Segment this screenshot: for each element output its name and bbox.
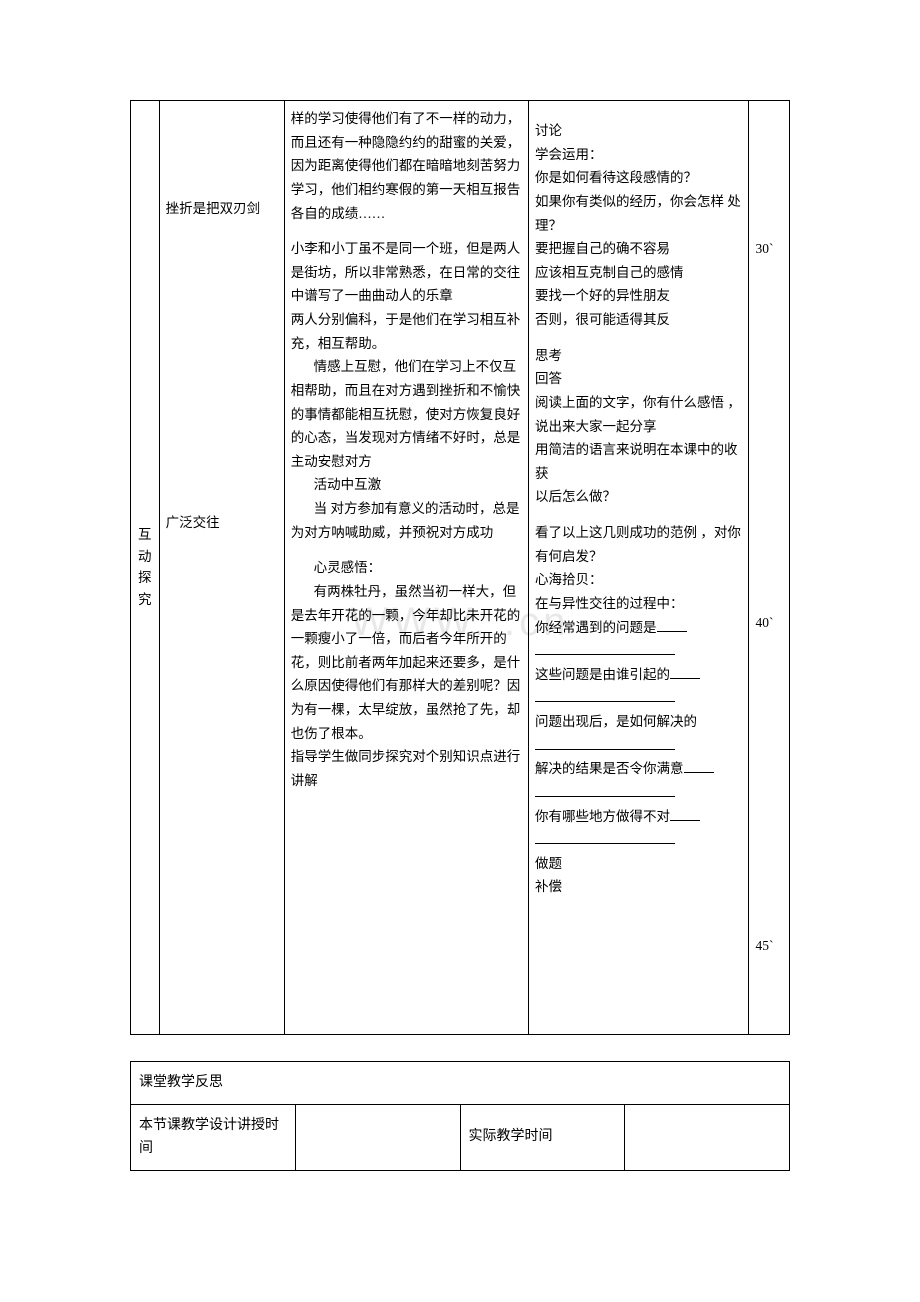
paragraph: 活动中互激: [291, 473, 522, 497]
blank-underline: [684, 772, 714, 773]
fill-label: 这些问题是由谁引起的: [535, 667, 670, 682]
blank-underline: [670, 820, 700, 821]
blank-underline: [657, 631, 687, 632]
side-item: 广泛交往: [166, 511, 278, 535]
line: 看了以上这几则成功的范例 ，对你有何启发？: [535, 521, 742, 568]
footer-reflection-table: 课堂教学反思 本节课教学设计讲授时间 实际教学时间: [130, 1061, 790, 1171]
paragraph: 有两株牡丹，虽然当初一样大，但是去年开花的一颗，今年却比未开花的一颗瘦小了一倍，…: [291, 580, 522, 745]
line: 做题: [535, 852, 742, 876]
time-column: 30` 40` 45`: [749, 101, 790, 1035]
fill-label: 你经常遇到的问题是: [535, 620, 657, 635]
line: 应该相互克制自己的感情: [535, 261, 742, 285]
time-marker: 30`: [755, 237, 783, 261]
blank-underline: [535, 749, 675, 750]
line: 要把握自己的确不容易: [535, 237, 742, 261]
paragraph: 两人分别偏科，于是他们在学习相互补充，相互帮助。: [291, 308, 522, 355]
fill-line: 问题出现后，是如何解决的: [535, 710, 742, 734]
table-row: 课堂教学反思: [131, 1061, 790, 1104]
paragraph-title: 心灵感悟：: [291, 556, 522, 580]
paragraph: 情感上互慰，他们在学习上不仅互相帮助，而且在对方遇到挫折和不愉快的事情都能相互抚…: [291, 355, 522, 473]
line: 讨论: [535, 119, 742, 143]
blank-underline: [535, 843, 675, 844]
line: 否则，很可能适得其反: [535, 308, 742, 332]
side-item: 挫折是把双刃剑: [166, 197, 278, 221]
fill-line: 解决的结果是否令你满意: [535, 757, 742, 781]
right-column: 讨论 学会运用： 你是如何看待这段感情的？ 如果你有类似的经历，你会怎样 处理？…: [529, 101, 749, 1035]
line: 你是如何看待这段感情的？: [535, 166, 742, 190]
line: 阅读上面的文字，你有什么感悟 ，说出来大家一起分享: [535, 391, 742, 438]
vertical-section-label: 互动探究: [131, 101, 160, 1035]
time-marker: 45`: [755, 934, 783, 958]
paragraph: 小李和小丁虽不是同一个班，但是两人是街坊，所以非常熟悉，在日常的交往中谱写了一曲…: [291, 237, 522, 308]
blank-underline: [535, 654, 675, 655]
line: 用简洁的语言来说明在本课中的收获: [535, 438, 742, 485]
line: 思考: [535, 344, 742, 368]
fill-label: 问题出现后，是如何解决的: [535, 714, 697, 729]
line: 补偿: [535, 875, 742, 899]
design-time-label: 本节课教学设计讲授时间: [131, 1105, 296, 1171]
blank-underline: [535, 701, 675, 702]
line: 在与异性交往的过程中：: [535, 592, 742, 616]
main-content-table: 互动探究 挫折是把双刃剑 广泛交往 样的学习使得他们有了不一样的动力，而且还有一…: [130, 100, 790, 1035]
line: 回答: [535, 367, 742, 391]
side-column: 挫折是把双刃剑 广泛交往: [159, 101, 284, 1035]
reflection-header: 课堂教学反思: [131, 1061, 790, 1104]
fill-label: 解决的结果是否令你满意: [535, 761, 684, 776]
actual-time-label: 实际教学时间: [460, 1105, 625, 1171]
actual-time-value: [625, 1105, 790, 1171]
fill-label: 你有哪些地方做得不对: [535, 809, 670, 824]
design-time-value: [295, 1105, 460, 1171]
paragraph: 当 对方参加有意义的活动时，总是为对方呐喊助威，并预祝对方成功: [291, 497, 522, 544]
line: 心海拾贝：: [535, 568, 742, 592]
fill-line: 你有哪些地方做得不对: [535, 805, 742, 829]
blank-underline: [670, 678, 700, 679]
blank-underline: [535, 796, 675, 797]
table-row: 互动探究 挫折是把双刃剑 广泛交往 样的学习使得他们有了不一样的动力，而且还有一…: [131, 101, 790, 1035]
fill-line: 这些问题是由谁引起的: [535, 663, 742, 687]
paragraph: 样的学习使得他们有了不一样的动力，而且还有一种隐隐约约的甜蜜的关爱，因为距离使得…: [291, 107, 522, 225]
line: 以后怎么做？: [535, 485, 742, 509]
paragraph: 指导学生做同步探究对个别知识点进行讲解: [291, 745, 522, 792]
middle-column: 样的学习使得他们有了不一样的动力，而且还有一种隐隐约约的甜蜜的关爱，因为距离使得…: [284, 101, 528, 1035]
time-marker: 40`: [755, 611, 783, 635]
line: 如果你有类似的经历，你会怎样 处理？: [535, 190, 742, 237]
table-row: 本节课教学设计讲授时间 实际教学时间: [131, 1105, 790, 1171]
line: 要找一个好的异性朋友: [535, 284, 742, 308]
line: 学会运用：: [535, 143, 742, 167]
fill-line: 你经常遇到的问题是: [535, 616, 742, 640]
